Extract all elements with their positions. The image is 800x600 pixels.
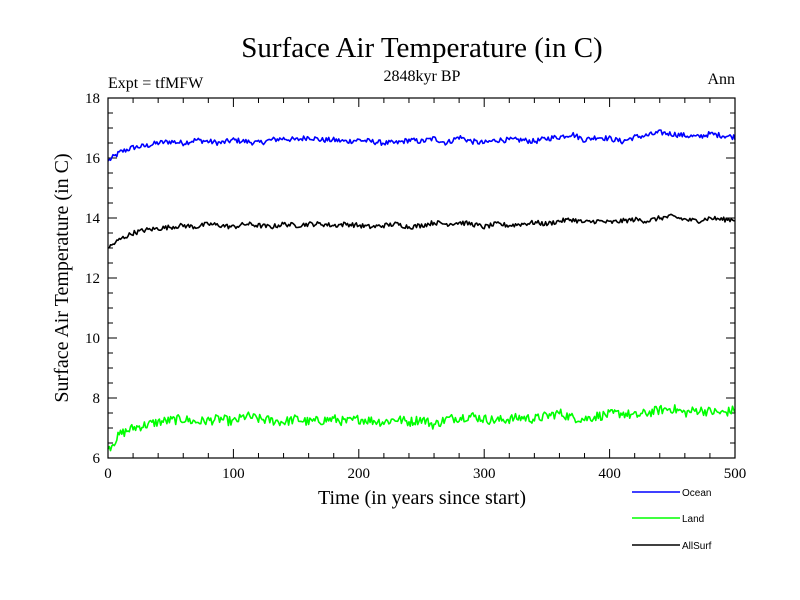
x-tick-label: 200 bbox=[348, 466, 371, 482]
y-tick-label: 18 bbox=[85, 91, 100, 107]
y-tick-label: 16 bbox=[85, 151, 101, 167]
y-tick-label: 8 bbox=[93, 391, 101, 407]
series-line-land bbox=[107, 404, 736, 452]
y-tick-label: 14 bbox=[85, 211, 101, 227]
series-lines bbox=[107, 129, 736, 452]
x-tick-label: 0 bbox=[104, 466, 112, 482]
x-axis-label: Time (in years since start) bbox=[318, 487, 526, 509]
legend-label-land: Land bbox=[682, 514, 704, 525]
season-label: Ann bbox=[707, 71, 735, 88]
plot-frame bbox=[107, 97, 736, 459]
legend-label-allsurf: AllSurf bbox=[682, 541, 712, 552]
legend-label-ocean: Ocean bbox=[682, 488, 711, 499]
series-line-allsurf bbox=[107, 213, 736, 249]
chart-title: Surface Air Temperature (in C) bbox=[241, 32, 602, 64]
series-line-ocean bbox=[107, 129, 736, 162]
chart-subtitle: 2848kyr BP bbox=[384, 68, 461, 85]
y-axis-label: Surface Air Temperature (in C) bbox=[51, 153, 73, 402]
y-tick-label: 12 bbox=[85, 271, 100, 287]
y-axis-ticks: 6 8 10 12 14 16 18 bbox=[85, 91, 735, 467]
y-tick-label: 6 bbox=[93, 451, 101, 467]
legend: Ocean Land AllSurf bbox=[632, 488, 712, 552]
x-tick-label: 300 bbox=[473, 466, 496, 482]
x-tick-label: 100 bbox=[222, 466, 245, 482]
x-tick-label: 400 bbox=[598, 466, 621, 482]
y-tick-label: 10 bbox=[85, 331, 100, 347]
x-axis-ticks: 0 100 200 300 400 500 bbox=[104, 98, 746, 482]
x-tick-label: 500 bbox=[724, 466, 747, 482]
experiment-label: Expt = tfMFW bbox=[108, 75, 204, 92]
